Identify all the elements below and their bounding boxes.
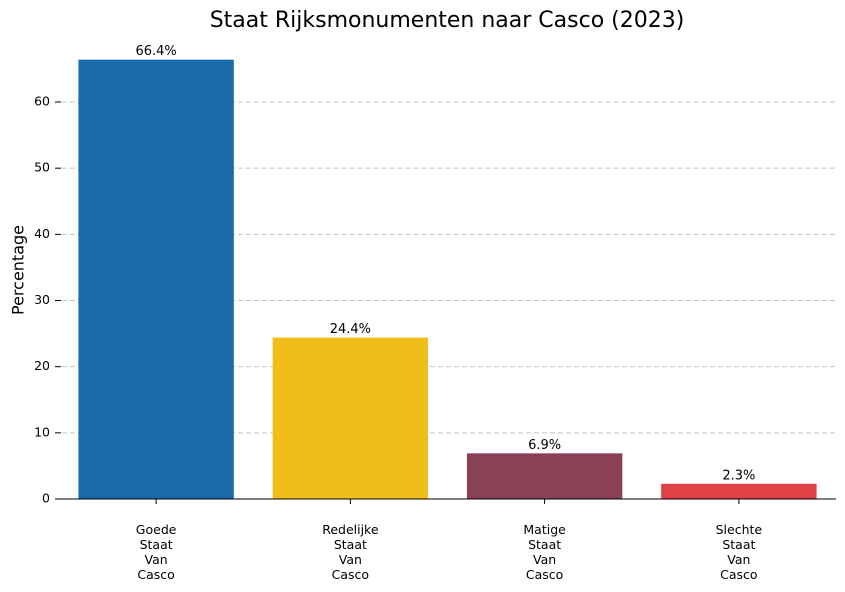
bar [272, 337, 429, 499]
x-tick-label: Redelijke Staat Van Casco [322, 522, 379, 582]
value-label: 2.3% [722, 468, 755, 483]
y-tick-label: 60 [34, 94, 50, 109]
y-tick-label: 0 [42, 491, 50, 506]
value-label: 66.4% [135, 44, 176, 59]
y-tick-label: 10 [34, 424, 50, 439]
value-label: 6.9% [528, 438, 561, 453]
value-label: 24.4% [330, 322, 371, 337]
x-tick-label: Goede Staat Van Casco [135, 522, 177, 582]
bar [466, 453, 623, 499]
x-tick-label: Slechte Staat Van Casco [715, 522, 763, 582]
y-tick-label: 50 [34, 160, 50, 175]
y-tick-label: 20 [34, 358, 50, 373]
y-tick-label: 30 [34, 292, 50, 307]
y-axis-label: Percentage [9, 225, 28, 315]
x-tick-label: Matige Staat Van Casco [523, 522, 566, 582]
bar [661, 483, 817, 499]
chart-title: Staat Rijksmonumenten naar Casco (2023) [210, 8, 685, 33]
bar [78, 59, 234, 500]
y-tick-label: 40 [34, 226, 50, 241]
